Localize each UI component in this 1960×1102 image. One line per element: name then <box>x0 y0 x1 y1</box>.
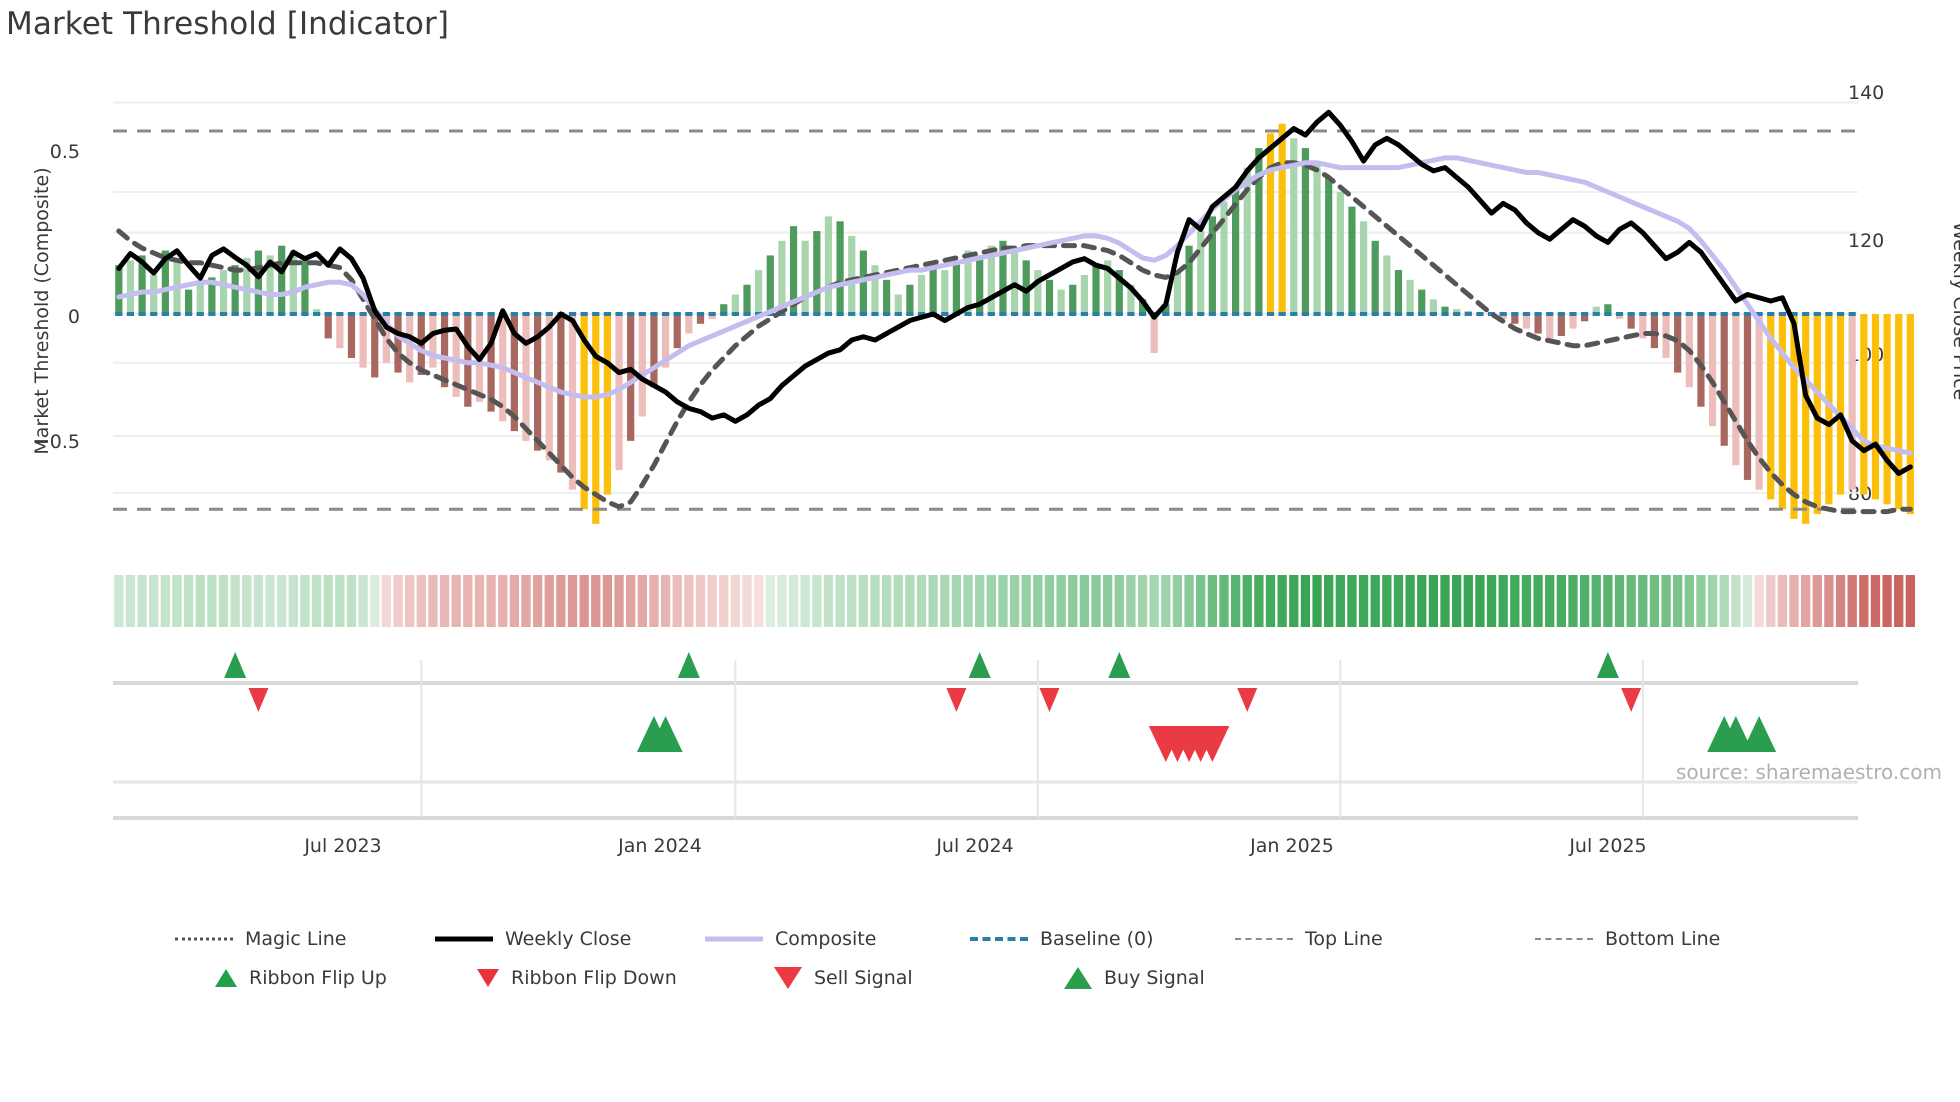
right-tick-1: 120 <box>1848 230 1885 252</box>
legend-item-sell-signal[interactable]: Sell Signal <box>774 967 1064 989</box>
x-tick-0: Jul 2023 <box>304 835 382 857</box>
source-note: source: sharemaestro.com <box>1676 760 1942 784</box>
legend-item-magic-line[interactable]: Magic Line <box>175 928 435 950</box>
ribbon-strip <box>113 575 1916 627</box>
x-tick-4: Jul 2025 <box>1569 835 1647 857</box>
plot-canvas <box>113 101 1916 820</box>
weekly-close-swatch-icon <box>435 931 493 947</box>
legend-label: Composite <box>775 928 877 950</box>
triangle-down-icon <box>774 967 802 989</box>
left-tick-1: 0 <box>67 306 80 328</box>
legend-label: Bottom Line <box>1605 928 1721 950</box>
legend-item-ribbon-flip-up[interactable]: Ribbon Flip Up <box>215 967 477 989</box>
top-line-swatch-icon <box>1235 931 1293 947</box>
legend-item-top-line[interactable]: Top Line <box>1235 928 1535 950</box>
legend-item-baseline[interactable]: Baseline (0) <box>970 928 1235 950</box>
triangle-down-icon <box>477 969 499 987</box>
composite-swatch-icon <box>705 931 763 947</box>
legend-item-buy-signal[interactable]: Buy Signal <box>1064 967 1205 989</box>
page-title: Market Threshold [Indicator] <box>6 6 450 42</box>
x-tick-2: Jul 2024 <box>936 835 1014 857</box>
bottom-line-swatch-icon <box>1535 931 1593 947</box>
right-tick-0: 140 <box>1848 82 1885 104</box>
legend-label: Buy Signal <box>1104 967 1205 989</box>
legend-row-2: Ribbon Flip Up Ribbon Flip Down Sell Sig… <box>215 967 1205 989</box>
legend-item-weekly-close[interactable]: Weekly Close <box>435 928 705 950</box>
triangle-up-icon <box>1064 967 1092 989</box>
ribbon-flip-markers <box>224 652 1642 712</box>
baseline-swatch-icon <box>970 931 1028 947</box>
legend-label: Magic Line <box>245 928 347 950</box>
x-tick-1: Jan 2024 <box>618 835 702 857</box>
panel-separator-lines <box>113 681 1858 820</box>
magic-line-swatch-icon <box>175 931 233 947</box>
triangle-up-icon <box>215 969 237 987</box>
trade-signal-markers <box>636 716 1777 762</box>
left-tick-0: 0.5 <box>49 141 80 163</box>
legend-label: Sell Signal <box>814 967 913 989</box>
gridlines <box>113 101 1858 494</box>
x-gridlines <box>420 660 1644 818</box>
legend-label: Ribbon Flip Up <box>249 967 387 989</box>
legend-label: Ribbon Flip Down <box>511 967 677 989</box>
legend-item-bottom-line[interactable]: Bottom Line <box>1535 928 1720 950</box>
weekly-close-series <box>116 109 1913 476</box>
left-tick-2: −0.5 <box>33 431 80 453</box>
legend-label: Weekly Close <box>505 928 632 950</box>
legend-row-1: Magic Line Weekly Close Composite Baseli… <box>175 928 1720 950</box>
composite-line-series <box>116 155 1913 456</box>
legend-label: Top Line <box>1305 928 1383 950</box>
x-tick-3: Jan 2025 <box>1250 835 1334 857</box>
legend-item-ribbon-flip-down[interactable]: Ribbon Flip Down <box>477 967 774 989</box>
legend-item-composite[interactable]: Composite <box>705 928 970 950</box>
legend-label: Baseline (0) <box>1040 928 1154 950</box>
threshold-lines <box>113 129 1858 511</box>
